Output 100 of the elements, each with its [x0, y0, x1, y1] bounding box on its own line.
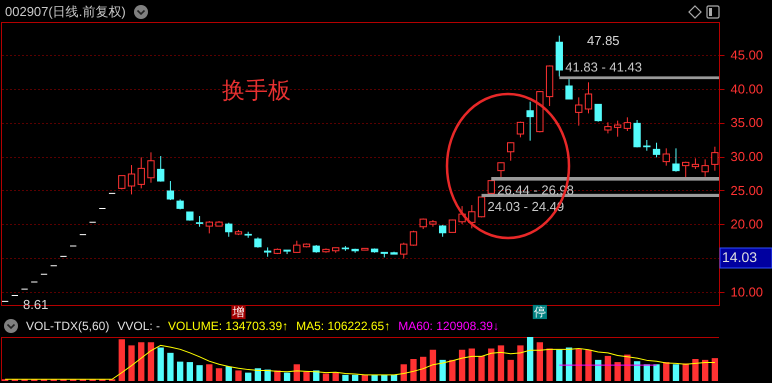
text: 14.03: [722, 249, 758, 265]
candlestick: [147, 152, 155, 184]
candlestick: [662, 148, 670, 166]
y-tick-label: 45.00: [730, 47, 764, 62]
bar: [352, 374, 358, 381]
candlestick: [157, 156, 164, 182]
y-tick-label: 40.00: [730, 81, 764, 96]
bar: [488, 348, 494, 381]
bar: [362, 374, 368, 381]
bar: [381, 374, 388, 381]
candlestick: [488, 180, 495, 194]
bar: [264, 370, 271, 381]
text: VVOL: -: [117, 319, 160, 333]
bar: [458, 350, 466, 381]
bar: [206, 364, 212, 381]
bar: [478, 356, 485, 381]
bar: [274, 370, 281, 381]
bar: [118, 339, 125, 381]
bar: [508, 360, 514, 381]
bar: [585, 350, 592, 381]
candlestick: [138, 156, 145, 189]
candlestick: [614, 120, 622, 138]
annotation: 停: [534, 305, 546, 319]
bar: [546, 348, 553, 381]
bar: [420, 356, 426, 381]
candlestick: [575, 96, 582, 126]
candlestick: [206, 220, 213, 234]
bar: [410, 359, 417, 381]
candlestick: [225, 222, 232, 238]
annotation: 增: [231, 305, 244, 319]
bar: [176, 362, 184, 381]
bar: [186, 362, 194, 381]
candlestick: [633, 120, 641, 148]
y-tick-label: 10.00: [730, 284, 764, 300]
candlestick: [400, 242, 408, 259]
candlestick: [448, 218, 456, 233]
candlestick: [624, 116, 632, 132]
text: MA5: 106222.65↑: [296, 319, 390, 333]
chart-title: VOL-TDX(5,60): [26, 319, 110, 333]
bar: [624, 354, 631, 381]
text: MA60: 120908.39↓: [398, 319, 499, 333]
bar: [148, 342, 154, 381]
bar: [634, 361, 640, 381]
candlestick: [264, 246, 272, 258]
bar: [644, 364, 650, 381]
candlestick: [692, 158, 700, 170]
y-tick-label: 25.00: [730, 182, 764, 198]
bar: [672, 364, 680, 381]
candlestick: [701, 158, 709, 178]
bar: [245, 372, 252, 381]
bar: [128, 345, 135, 381]
bar: [595, 360, 602, 381]
bar: [439, 360, 446, 381]
bar: [284, 372, 290, 381]
text: VOLUME: 134703.39↑: [168, 319, 288, 333]
candlestick: [565, 78, 573, 100]
bar: [653, 364, 660, 381]
bar: [167, 352, 174, 381]
band-label: 41.83 - 41.43: [565, 59, 642, 74]
candlestick: [497, 162, 505, 178]
bar: [332, 372, 339, 381]
bar: [322, 374, 330, 381]
bar: [498, 345, 504, 381]
bar: [712, 358, 718, 381]
bar: [196, 365, 203, 381]
bar: [702, 360, 708, 381]
candlestick: [643, 140, 650, 152]
bar: [138, 342, 144, 381]
bar: [692, 359, 699, 381]
y-tick-label: 30.00: [730, 149, 764, 164]
bar: [303, 372, 310, 381]
candlestick: [478, 196, 486, 218]
candlestick: [584, 82, 592, 114]
annotation: 47.85: [587, 33, 620, 48]
bar: [294, 364, 300, 381]
candlestick: [438, 224, 446, 238]
candlestick: [196, 216, 204, 228]
candlestick: [652, 142, 660, 158]
bar: [682, 363, 689, 381]
bar: [576, 348, 582, 381]
bar: [430, 350, 436, 381]
candlestick: [516, 121, 524, 138]
bar: [400, 364, 407, 381]
candlestick: [128, 164, 136, 195]
y-tick-label: 35.00: [730, 115, 764, 130]
candlestick: [682, 161, 690, 180]
y-tick-label: 20.00: [730, 216, 764, 232]
annotation: 换手板: [222, 78, 291, 103]
bar: [468, 348, 475, 381]
candlestick: [293, 240, 300, 254]
bar: [342, 374, 349, 381]
candlestick: [526, 101, 534, 142]
candlestick: [672, 148, 680, 172]
chart-title: 002907(日线.前复权): [5, 3, 126, 21]
bar: [536, 342, 544, 381]
bar: [313, 370, 320, 381]
candlestick: [176, 198, 184, 210]
candlestick: [507, 142, 514, 162]
bar: [663, 362, 670, 381]
bar: [216, 368, 222, 381]
